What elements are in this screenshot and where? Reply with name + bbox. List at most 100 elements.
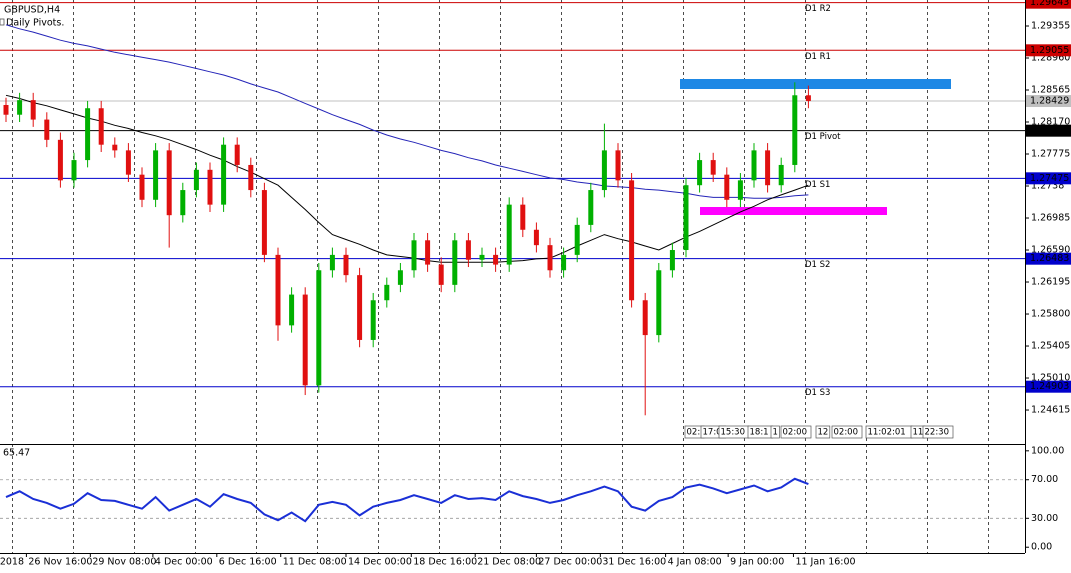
x-tick-label: 29 Nov 08:00 [92,557,156,568]
x-tick-label: 11 Jan 16:00 [795,557,855,568]
candle-body [221,144,227,205]
time-label: 12 [818,428,829,438]
candle-body [153,150,159,200]
pivot-name: D1 R1 [805,52,831,62]
pivot-name: D1 Pivot [805,132,841,142]
candle-body [289,294,295,326]
x-tick-label: 26 Nov 16:00 [28,557,92,568]
pivot-price-label: 1.26483 [1030,253,1069,264]
candle-body [180,190,186,216]
candle-body [357,275,363,340]
candle-body [724,174,730,200]
candle-body [30,100,36,120]
time-label: 02:00 [783,428,808,438]
time-label-box [780,425,812,439]
y-tick-label: 1.25010 [1031,373,1070,384]
moving-average [5,24,809,199]
candle-body [329,254,335,271]
y-tick-label: 30.00 [1031,513,1058,524]
y-tick-label: 70.00 [1031,474,1058,485]
pivot-price-box [1026,124,1071,137]
resistance-zone [680,79,951,89]
candle-body [506,204,512,265]
time-label: 15:30 [721,428,746,438]
time-label-box [922,425,954,439]
chart-title: GBPUSD,H4 [4,5,60,16]
pivot-price-box [1026,252,1071,265]
candle-body [669,250,675,271]
pivot-price-label: 1.29643 [1030,0,1069,8]
candle-body [166,150,172,216]
candle-body [751,150,757,181]
time-label: 02: [687,428,701,438]
candle-body [112,144,118,151]
support-zone [700,207,887,215]
candle-body [588,190,594,225]
rsi-value: 65.47 [3,448,30,459]
y-tick-label: 1.2738 [1031,181,1064,192]
indicator-icon [0,18,5,26]
y-tick-label: 1.26985 [1031,213,1070,224]
rsi-line [5,477,809,523]
pivot-price-box [1026,44,1071,57]
candle-body [139,174,145,200]
candle-body [85,108,91,161]
indicator-name: Daily Pivots. [6,18,64,29]
pivot-price-label: 1.28063 [1030,125,1069,136]
time-label-box [831,425,863,439]
candle-body [438,264,444,285]
candle-body [343,254,349,276]
y-tick-label: 1.24615 [1031,405,1070,416]
candle-body [125,150,131,175]
candle-body [710,160,716,175]
candle-body [601,150,607,191]
y-tick-label: 1.27775 [1031,149,1070,160]
candle-body [697,160,703,186]
x-tick-label: 21 Dec 08:00 [477,557,541,568]
x-tick-label: 2018 [0,557,24,568]
candle-body [737,180,743,200]
candle-body [397,270,403,285]
pivot-name: D1 S2 [805,260,830,270]
candle-body [370,300,376,340]
time-label: 17:0 [703,428,722,438]
x-tick-label: 18 Dec 16:00 [413,557,477,568]
pivot-name: D1 S1 [805,180,830,190]
time-label: 11:02:01 [868,428,906,438]
pivot-name: D1 S3 [805,388,830,398]
candle-body [765,150,771,186]
time-label: 02:00 [834,428,859,438]
y-tick-label: 1.28565 [1031,85,1070,96]
candle-body [520,204,526,230]
candle-body [547,245,553,271]
candle-body [805,95,811,101]
y-tick-label: 1.28960 [1031,53,1070,64]
candle-body [561,254,567,271]
time-label: 22:30 [925,428,950,438]
candle-body [465,240,471,260]
candle-body [261,190,267,255]
candle-body [248,164,254,191]
time-label: 11 [913,428,924,438]
candle-body [193,169,199,191]
candle-body [683,185,689,251]
candle-body [275,254,281,326]
y-tick-label: 0.00 [1031,542,1052,553]
time-label: 18:1 [750,428,769,438]
candle-body [574,224,580,255]
x-tick-label: 4 Dec 00:00 [155,557,213,568]
candle-body [3,104,9,115]
x-tick-label: 9 Jan 00:00 [730,557,784,568]
candle-body [452,240,458,285]
candle-body [642,300,648,336]
pivot-price-label: 1.29055 [1030,45,1069,56]
candle-body [17,100,23,115]
pivot-name: D1 R2 [805,4,831,14]
candle-body [792,95,798,165]
candle-body [533,229,539,246]
y-tick-label: 100.00 [1031,445,1064,456]
candle-body [316,270,322,386]
candle-body [57,139,63,181]
